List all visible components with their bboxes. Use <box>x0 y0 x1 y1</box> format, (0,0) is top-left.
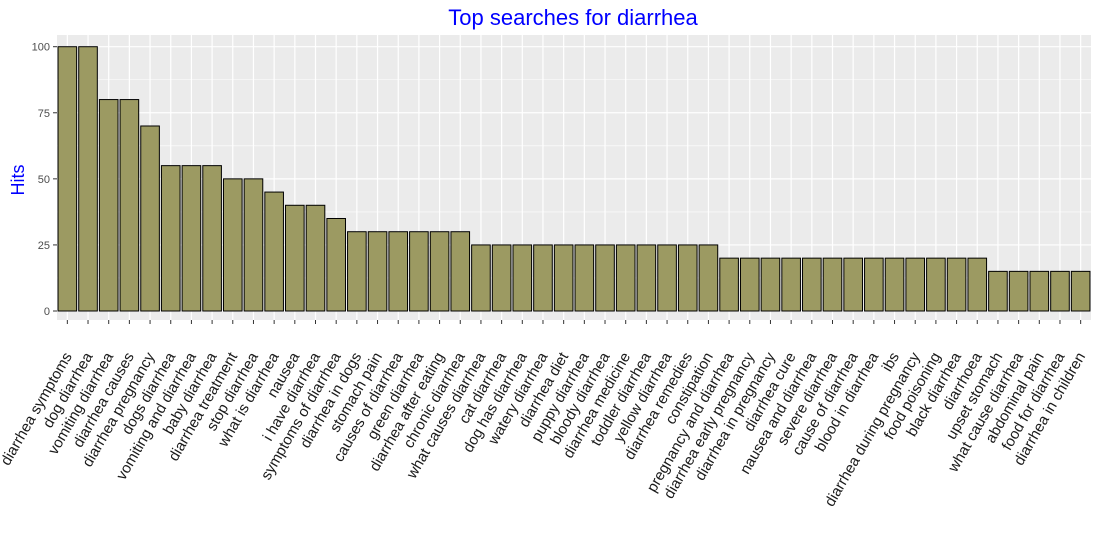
bar <box>285 204 305 312</box>
bar <box>905 257 926 312</box>
bar <box>512 244 533 312</box>
bar <box>864 257 884 312</box>
bar <box>471 244 491 312</box>
y-tick-label: 100 <box>32 42 50 54</box>
bar <box>347 231 367 312</box>
bar <box>574 244 595 312</box>
bar <box>926 257 946 312</box>
bar <box>677 244 698 312</box>
bar <box>491 244 512 312</box>
bar <box>429 231 450 312</box>
y-axis-label: Hits <box>8 165 28 196</box>
bar <box>78 46 98 312</box>
bar <box>967 257 988 312</box>
bar <box>140 125 160 312</box>
bar <box>739 257 760 312</box>
y-tick-label: 25 <box>38 240 50 252</box>
chart-title: Top searches for diarrhea <box>448 5 698 30</box>
bar <box>160 165 181 312</box>
bar <box>615 244 636 312</box>
bar <box>719 257 739 312</box>
bar <box>1050 270 1070 312</box>
bar <box>98 99 119 312</box>
bar <box>181 165 202 312</box>
bar <box>1029 270 1050 312</box>
bars <box>57 46 1091 312</box>
y-tick-label: 0 <box>44 306 50 318</box>
bar <box>119 99 140 312</box>
bar <box>657 244 677 312</box>
bar <box>946 257 967 312</box>
bar <box>843 257 863 312</box>
y-axis-ticks: 0 25 50 75 100 <box>32 42 57 318</box>
y-tick-label: 50 <box>38 174 50 186</box>
bar <box>409 231 429 312</box>
bar <box>1070 270 1091 312</box>
bar <box>222 178 243 312</box>
bar <box>326 217 346 312</box>
bar <box>988 270 1008 312</box>
bar <box>450 231 471 312</box>
bar <box>202 165 222 312</box>
bar <box>553 244 574 312</box>
bar <box>636 244 657 312</box>
bar <box>595 244 615 312</box>
bar <box>698 244 719 312</box>
bar <box>781 257 801 312</box>
bar <box>243 178 264 312</box>
bar <box>884 257 905 312</box>
bar <box>1008 270 1029 312</box>
y-tick-label: 75 <box>38 108 50 120</box>
bar <box>388 231 409 312</box>
bar <box>57 46 78 312</box>
bar <box>264 191 284 312</box>
bar <box>533 244 553 312</box>
bar <box>822 257 843 312</box>
bar <box>802 257 822 312</box>
bar <box>367 231 388 312</box>
bar <box>305 204 326 312</box>
bar <box>760 257 781 312</box>
